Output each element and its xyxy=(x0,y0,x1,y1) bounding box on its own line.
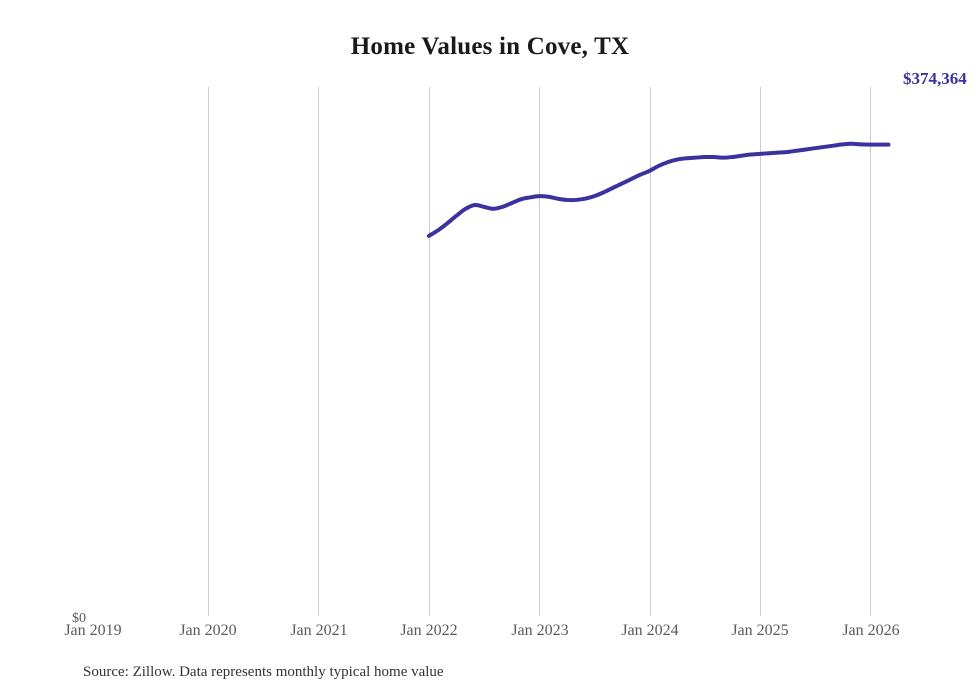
series-end-value-label: $374,364 xyxy=(903,69,967,88)
source-note: Source: Zillow. Data represents monthly … xyxy=(83,664,444,680)
x-tick-label-jan-2023: Jan 2023 xyxy=(511,622,569,639)
chart-title: Home Values in Cove, TX xyxy=(350,33,630,60)
x-tick-label-jan-2022: Jan 2022 xyxy=(400,622,458,639)
x-tick-label-jan-2019: Jan 2019 xyxy=(64,622,122,639)
x-tick-label-jan-2026: Jan 2026 xyxy=(842,622,900,639)
vertical-gridlines xyxy=(208,87,871,616)
x-tick-label-jan-2021: Jan 2021 xyxy=(290,622,348,639)
home-value-line-series xyxy=(426,141,891,238)
x-tick-label-jan-2020: Jan 2020 xyxy=(179,622,237,639)
x-tick-label-jan-2024: Jan 2024 xyxy=(621,622,679,639)
y-tick-label-zero: $0 xyxy=(72,611,86,626)
x-tick-label-jan-2025: Jan 2025 xyxy=(731,622,789,639)
